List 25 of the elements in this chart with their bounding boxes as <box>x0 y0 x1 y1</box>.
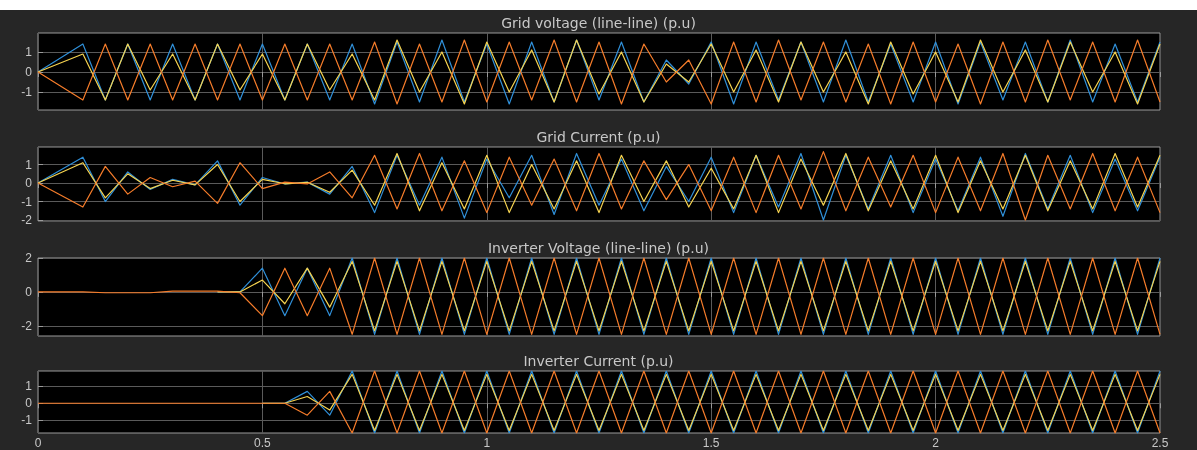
x-tick-label: 1.5 <box>702 436 720 450</box>
y-tick-label: 1 <box>25 45 33 59</box>
x-tick-label: 0.5 <box>254 436 272 450</box>
chart-title: Grid voltage (line-line) (p.u) <box>501 15 696 31</box>
x-tick-label: 2.5 <box>1151 436 1169 450</box>
y-tick-label: 1 <box>25 157 33 172</box>
x-tick-label: 1 <box>483 436 491 450</box>
chart-title: Grid Current (p.u) <box>536 129 661 145</box>
line-series <box>37 257 1161 335</box>
y-tick-label: 0 <box>25 176 33 191</box>
chart-title: Inverter Current (p.u) <box>523 353 674 369</box>
y-tick-label: 1 <box>25 379 33 394</box>
y-tick-label: 2 <box>25 251 33 265</box>
y-tick-label: 0 <box>25 65 33 79</box>
y-tick-label: -1 <box>21 85 33 99</box>
line-series <box>37 370 1161 434</box>
y-tick-label: -1 <box>21 413 33 428</box>
y-tick-label: -1 <box>21 194 33 209</box>
y-tick-label: -2 <box>21 213 33 227</box>
x-tick-label: 0 <box>34 436 42 450</box>
y-tick-label: 0 <box>25 396 33 411</box>
y-tick-label: -2 <box>21 318 33 333</box>
x-tick-label: 2 <box>932 436 940 450</box>
chart-title: Inverter Voltage (line-line) (p.u) <box>487 240 710 256</box>
y-tick-label: 0 <box>25 284 33 299</box>
